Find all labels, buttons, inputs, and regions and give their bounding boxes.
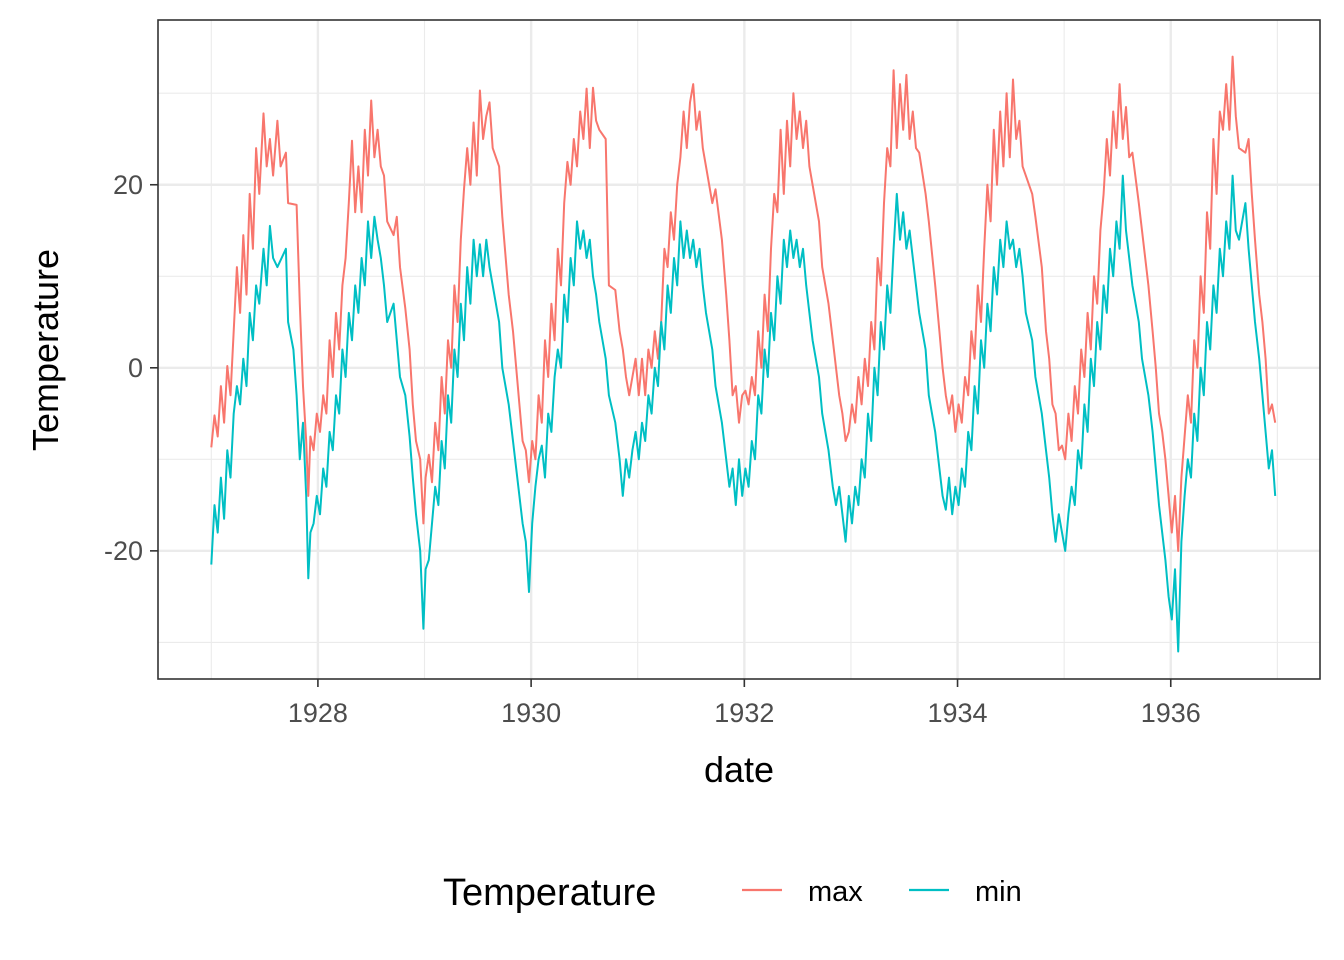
y-axis: -20 0 20 — [104, 170, 158, 566]
x-tick-label: 1930 — [501, 698, 561, 728]
series-line-min — [210, 174, 1277, 653]
minor-gridlines — [158, 20, 1320, 679]
series-line-max — [210, 55, 1277, 552]
y-tick-label: -20 — [104, 536, 143, 566]
x-tick-label: 1934 — [928, 698, 988, 728]
legend: Temperature max min — [443, 872, 1022, 914]
series-lines — [210, 55, 1277, 653]
plot-panel — [158, 20, 1320, 679]
x-tick-label: 1936 — [1141, 698, 1201, 728]
y-tick-label: 0 — [128, 353, 143, 383]
legend-label-min: min — [975, 876, 1022, 908]
major-gridlines — [158, 20, 1320, 679]
x-axis: 1928 1930 1932 1934 1936 — [288, 679, 1201, 728]
y-tick-label: 20 — [113, 170, 143, 200]
x-tick-label: 1932 — [714, 698, 774, 728]
x-tick-label: 1928 — [288, 698, 348, 728]
legend-label-max: max — [808, 876, 863, 908]
y-axis-title: Temperature — [25, 249, 66, 451]
legend-title: Temperature — [443, 872, 656, 914]
x-axis-title: date — [704, 749, 774, 790]
plot-border — [157, 19, 1321, 680]
